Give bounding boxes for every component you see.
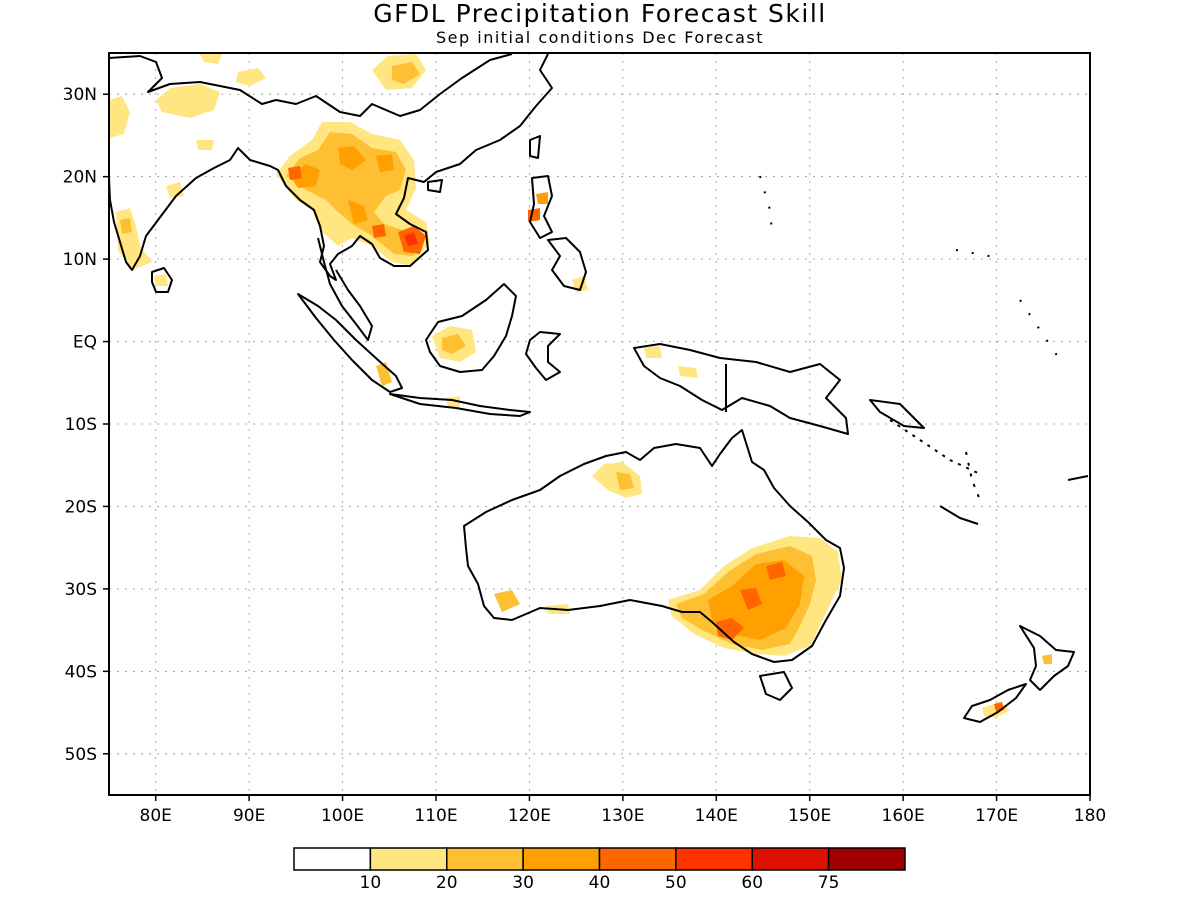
longitude-axis: 80E 90E 100E 110E 120E 130E 140E 150E 160E 170E 18… xyxy=(140,795,1106,826)
coastline-new-britain xyxy=(869,399,925,429)
lat-tick-label: 20N xyxy=(63,168,97,188)
graticule xyxy=(109,53,1090,795)
colorbar-label: 30 xyxy=(512,873,534,893)
colorbar-swatch xyxy=(446,847,524,871)
skill-region-sumatra xyxy=(376,362,392,386)
coastline-micronesia xyxy=(759,175,1061,361)
lon-tick-label: 90E xyxy=(233,806,265,826)
coastline-nz-north xyxy=(1019,625,1075,691)
coastline-new-guinea xyxy=(633,343,849,435)
coastlines xyxy=(109,53,1089,723)
coastline-vanuatu xyxy=(965,451,981,501)
coastline-new-caledonia xyxy=(939,505,979,525)
colorbar-label: 20 xyxy=(436,873,458,893)
lon-tick-label: 120E xyxy=(508,806,551,826)
colorbar-swatch xyxy=(675,847,753,871)
lat-tick-label: 30N xyxy=(63,85,97,105)
skill-region-mekong xyxy=(372,224,386,238)
lat-tick-label: 20S xyxy=(65,497,97,517)
coastline-malay-peninsula xyxy=(317,237,373,341)
skill-region-india-se-core xyxy=(120,218,132,234)
lon-tick-label: 140E xyxy=(695,806,738,826)
skill-region-papua xyxy=(644,346,662,358)
skill-region-tibet-2 xyxy=(236,68,266,86)
colorbar-swatch xyxy=(751,847,830,871)
skill-region-sri-lanka xyxy=(154,274,168,286)
coastline-hainan xyxy=(427,179,443,193)
skill-region-india-ne xyxy=(196,140,214,150)
lon-tick-label: 150E xyxy=(788,806,831,826)
skill-region-hainan xyxy=(288,166,302,180)
skill-region-kimberley xyxy=(592,462,642,498)
skill-region-himalaya xyxy=(156,84,220,118)
lat-tick-label: 10N xyxy=(63,250,97,270)
coastline-asia xyxy=(109,53,553,281)
skill-region-papua-south xyxy=(678,366,698,378)
skill-region-se-australia-high-2 xyxy=(740,588,762,610)
lon-tick-label: 80E xyxy=(140,806,172,826)
colorbar-label: 60 xyxy=(741,873,763,893)
coastline-borneo xyxy=(425,283,517,373)
skill-region-tibet-1 xyxy=(200,54,222,64)
skill-region-se-australia-high-3 xyxy=(766,562,786,580)
skill-region-se-australia-high-1 xyxy=(716,618,744,640)
chart-title: GFDL Precipitation Forecast Skill xyxy=(373,0,827,28)
skill-region-vietnam-peak xyxy=(404,232,418,246)
coastline-solomon-islands xyxy=(889,419,981,475)
colorbar-label: 40 xyxy=(589,873,611,893)
colorbar: 10 20 30 40 50 60 75 xyxy=(293,847,906,893)
lon-tick-label: 170E xyxy=(975,806,1018,826)
colorbar-label: 75 xyxy=(818,873,840,893)
lat-tick-label: 30S xyxy=(65,580,97,600)
colorbar-label: 10 xyxy=(360,873,382,893)
colorbar-label: 50 xyxy=(665,873,687,893)
colorbar-swatch xyxy=(827,847,906,871)
skill-region-tibet-3-core xyxy=(392,62,420,84)
skill-region-se-asia-core xyxy=(290,146,394,224)
skill-region-india-se xyxy=(116,208,152,270)
colorbar-swatch xyxy=(522,847,601,871)
coastline-tasmania xyxy=(759,671,793,701)
coastline-java xyxy=(389,393,531,417)
lat-tick-label: 50S xyxy=(65,745,97,765)
skill-region-india-west xyxy=(109,96,130,138)
skill-field xyxy=(109,54,1052,718)
chart-subtitle: Sep initial conditions Dec Forecast xyxy=(436,28,764,47)
colorbar-swatch xyxy=(369,847,448,871)
coastline-sri-lanka xyxy=(151,267,173,293)
coastline-sumatra xyxy=(297,293,403,393)
coastline-taiwan xyxy=(529,135,541,159)
latitude-axis: 30N 20N 10N EQ 10S 20S 30S 40S 50S xyxy=(63,85,109,765)
lon-tick-label: 100E xyxy=(321,806,364,826)
colorbar-swatch xyxy=(598,847,677,871)
skill-region-kimberley-core xyxy=(616,472,634,490)
lon-tick-label: 130E xyxy=(601,806,644,826)
coastline-mindanao xyxy=(547,237,587,291)
colorbar-swatch xyxy=(293,847,372,871)
lon-tick-label: 180 xyxy=(1074,806,1106,826)
lon-tick-label: 110E xyxy=(414,806,457,826)
coastline-sulawesi xyxy=(525,331,561,381)
lon-tick-label: 160E xyxy=(882,806,925,826)
lat-tick-label: 40S xyxy=(65,662,97,682)
skill-region-luzon xyxy=(536,192,548,204)
coastline-fiji xyxy=(1067,475,1089,481)
lat-tick-label: 10S xyxy=(65,415,97,435)
skill-region-nz-north xyxy=(1042,654,1052,664)
coastline-australia xyxy=(463,429,845,663)
coastline-luzon xyxy=(529,175,553,239)
coastline-nz-south xyxy=(963,683,1027,723)
lat-tick-label: EQ xyxy=(73,333,97,353)
skill-region-borneo-core xyxy=(442,334,466,354)
skill-region-sw-australia xyxy=(494,590,520,612)
